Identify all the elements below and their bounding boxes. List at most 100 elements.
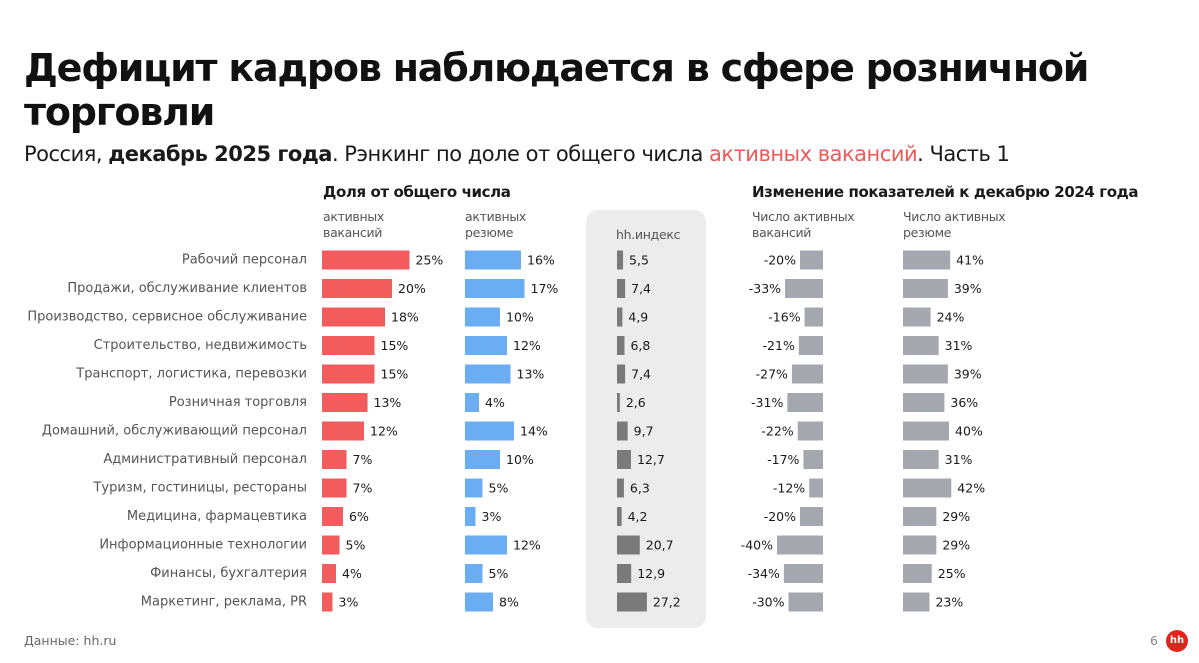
vacancies-share-label: 6% bbox=[349, 509, 369, 524]
hh-index-bar bbox=[617, 364, 626, 384]
resumes-change-bar bbox=[903, 364, 948, 384]
category-label: Маркетинг, реклама, PR bbox=[141, 595, 307, 610]
vacancies-share-label: 18% bbox=[391, 310, 419, 325]
vacancies-change-label: -33% bbox=[749, 281, 781, 296]
subtitle-part2: . Рэнкинг по доле от общего числа bbox=[331, 142, 710, 166]
hh-index-label: 12,7 bbox=[637, 452, 665, 467]
hh-index-bar bbox=[617, 478, 624, 498]
vacancies-change-label: -27% bbox=[756, 367, 788, 382]
hh-index-label: 6,3 bbox=[630, 481, 650, 496]
hh-index-panel bbox=[586, 210, 706, 628]
vacancies-change-label: -20% bbox=[764, 509, 796, 524]
hh-index-bar bbox=[617, 564, 632, 583]
hh-index-bar bbox=[617, 393, 620, 412]
vacancies-change-bar bbox=[798, 336, 823, 355]
subtitle-accent: активных вакансий bbox=[709, 142, 918, 166]
vacancies-share-bar bbox=[322, 307, 385, 327]
resumes-share-label: 13% bbox=[517, 367, 545, 382]
resumes-share-label: 14% bbox=[520, 424, 548, 439]
vacancies-change-bar bbox=[809, 478, 823, 498]
vacancies-change-bar bbox=[800, 250, 823, 270]
category-label: Туризм, гостиницы, рестораны bbox=[92, 481, 307, 496]
resumes-change-label: 24% bbox=[937, 310, 965, 325]
resumes-share-bar bbox=[465, 250, 521, 270]
hh-index-label: 9,7 bbox=[634, 424, 654, 439]
hh-index-label: 4,9 bbox=[628, 310, 648, 325]
resumes-share-label: 17% bbox=[531, 281, 559, 296]
hh-logo: hh bbox=[1166, 630, 1188, 652]
vacancies-change-label: -34% bbox=[748, 566, 780, 581]
vacancies-share-label: 15% bbox=[381, 367, 409, 382]
hh-index-bar bbox=[617, 535, 640, 555]
resumes-change-bar bbox=[903, 393, 945, 412]
vacancies-share-label: 13% bbox=[374, 395, 402, 410]
resumes-share-bar bbox=[465, 421, 514, 441]
vacancies-change-bar bbox=[804, 307, 823, 327]
hh-index-bar bbox=[617, 421, 628, 441]
category-label: Транспорт, логистика, перевозки bbox=[75, 367, 307, 382]
vacancies-share-label: 15% bbox=[381, 338, 409, 353]
resumes-share-bar bbox=[465, 364, 511, 384]
hh-index-label: 7,4 bbox=[631, 281, 651, 296]
source-note: Данные: hh.ru bbox=[24, 633, 117, 648]
vacancies-column-header: активных вакансий bbox=[323, 209, 385, 240]
hh-index-label: 6,8 bbox=[630, 338, 650, 353]
vacancies-change-label: -40% bbox=[741, 538, 773, 553]
vacancies-share-bar bbox=[322, 450, 347, 469]
vacancies-change-bar bbox=[788, 592, 823, 612]
resumes-change-label: 31% bbox=[945, 452, 973, 467]
hh-index-label: 7,4 bbox=[631, 367, 651, 382]
hh-index-label: 5,5 bbox=[629, 253, 649, 268]
vacancies-share-bar bbox=[322, 507, 343, 526]
resumes-change-bar bbox=[903, 564, 932, 583]
resumes-change-bar bbox=[903, 336, 939, 355]
resumes-share-bar bbox=[465, 478, 483, 498]
vacancies-change-bar bbox=[785, 279, 823, 298]
resumes-share-label: 8% bbox=[499, 595, 519, 610]
resumes-change-bar bbox=[903, 421, 949, 441]
category-label: Строительство, недвижимость bbox=[94, 338, 307, 353]
vacancies-change-label: -31% bbox=[751, 395, 783, 410]
hh-index-label: 12,9 bbox=[637, 566, 665, 581]
hh-index-bar bbox=[617, 250, 624, 270]
page-number: 6 bbox=[1150, 633, 1158, 648]
vacancies-share-bar bbox=[322, 393, 368, 412]
share-group-title: Доля от общего числа bbox=[323, 183, 511, 201]
resumes-share-bar bbox=[465, 393, 479, 412]
vacancies-share-bar bbox=[322, 592, 333, 612]
category-label: Информационные технологии bbox=[99, 538, 307, 553]
subtitle-part3: . Часть 1 bbox=[917, 142, 1010, 166]
page-title: Дефицит кадров наблюдается в сфере розни… bbox=[24, 46, 1089, 134]
vacancies-share-bar bbox=[322, 535, 340, 555]
resumes-change-label: 29% bbox=[942, 509, 970, 524]
category-label: Рабочий персонал bbox=[182, 253, 307, 268]
vacancies-share-label: 7% bbox=[353, 452, 373, 467]
subtitle: Россия, декабрь 2025 года. Рэнкинг по до… bbox=[24, 142, 1010, 166]
resumes-change-label: 29% bbox=[942, 538, 970, 553]
vacancies-share-bar bbox=[322, 364, 375, 384]
vacancies-share-label: 4% bbox=[342, 566, 362, 581]
resumes-change-label: 31% bbox=[945, 338, 973, 353]
hh-index-label: 20,7 bbox=[646, 538, 674, 553]
vacancies-change-bar bbox=[800, 507, 823, 526]
subtitle-part1: Россия, bbox=[24, 142, 109, 166]
category-label: Розничная торговля bbox=[169, 395, 307, 410]
resumes-change-label: 39% bbox=[954, 281, 982, 296]
resumes-change-column-header: Число активных резюме bbox=[903, 209, 1006, 240]
resumes-change-bar bbox=[903, 250, 951, 270]
hh-index-bar bbox=[617, 307, 623, 327]
vacancies-change-column-header: Число активных вакансий bbox=[752, 209, 855, 240]
category-label: Финансы, бухгалтерия bbox=[150, 566, 307, 581]
vacancies-change-bar bbox=[791, 364, 823, 384]
resumes-share-bar bbox=[465, 592, 493, 612]
hh-index-bar bbox=[617, 450, 631, 469]
hh-index-bar bbox=[617, 279, 626, 298]
hh-index-label: 27,2 bbox=[653, 595, 681, 610]
resumes-share-bar bbox=[465, 564, 483, 583]
vacancies-share-bar bbox=[322, 421, 364, 441]
resumes-share-label: 5% bbox=[489, 566, 509, 581]
vacancies-share-bar bbox=[322, 564, 336, 583]
resumes-share-label: 16% bbox=[527, 253, 555, 268]
vacancies-share-label: 3% bbox=[339, 595, 359, 610]
category-label: Административный персонал bbox=[103, 452, 307, 467]
